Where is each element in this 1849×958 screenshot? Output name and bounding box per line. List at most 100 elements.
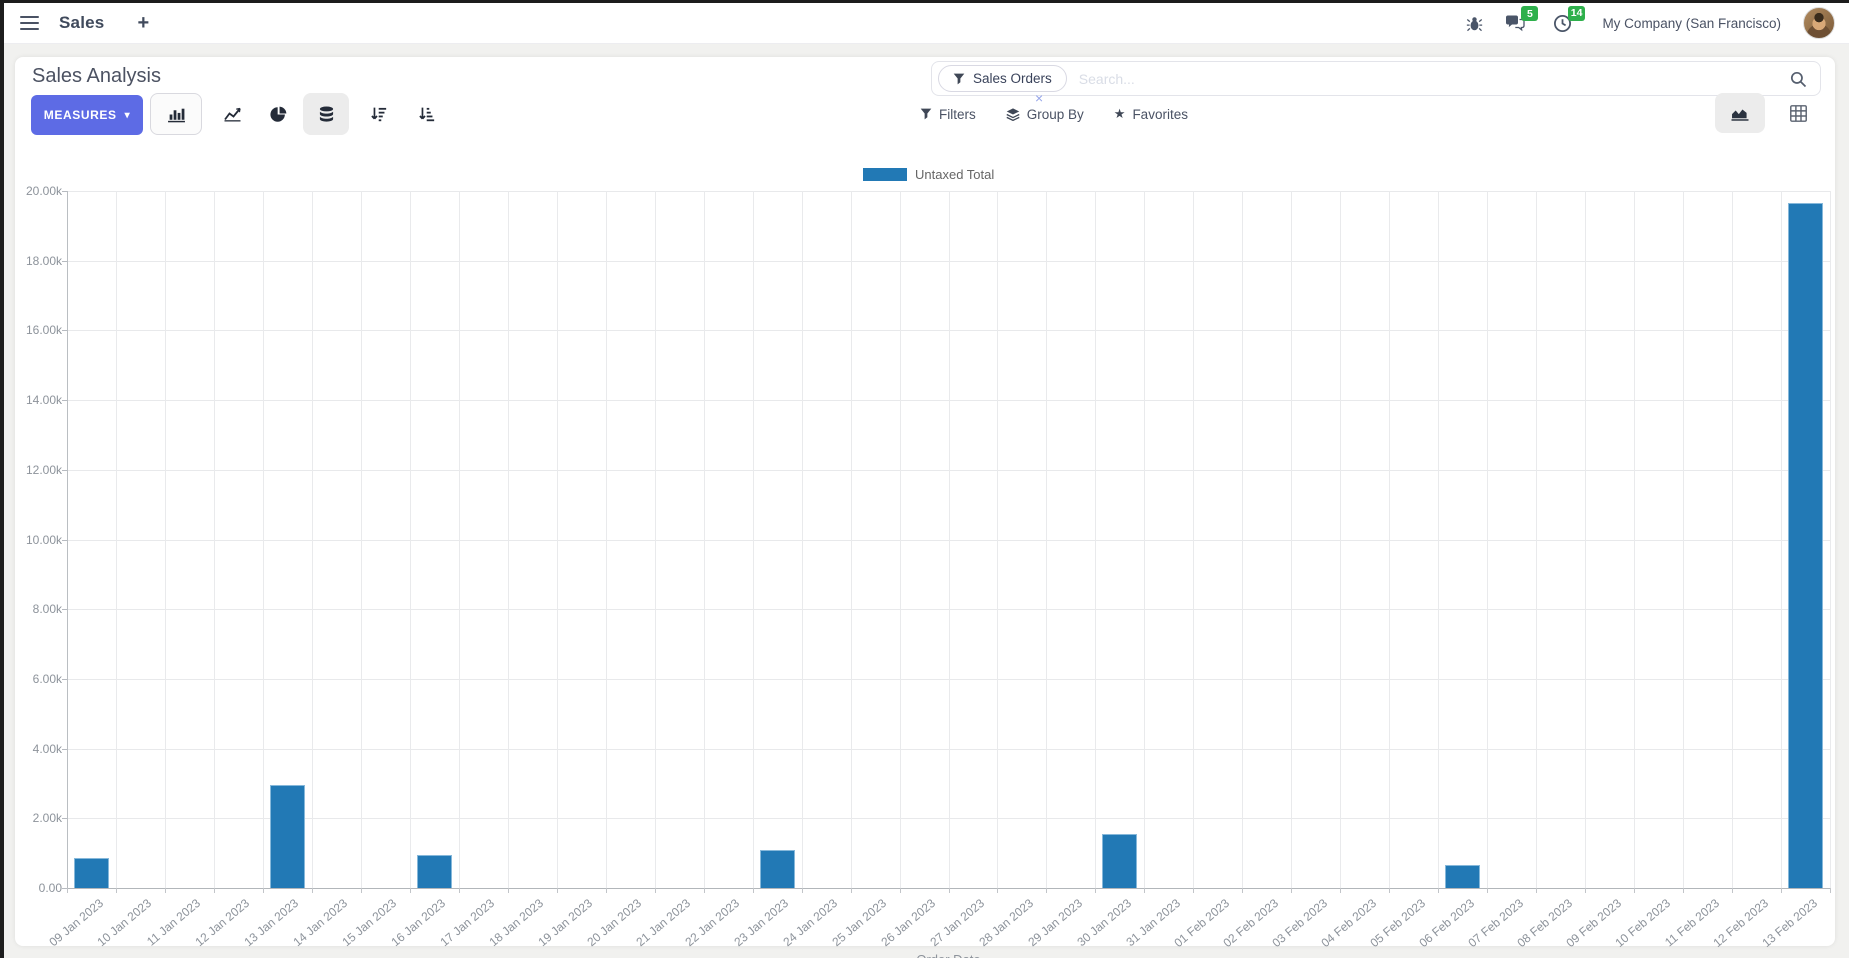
legend-swatch [863,168,907,181]
x-tick-mark [507,888,509,893]
x-tick-mark [556,888,558,893]
y-tick-label: 12.00k [25,462,62,477]
filters-menu-button[interactable]: Filters [920,107,976,122]
gridline-v [507,191,509,888]
y-tick-label: 14.00k [25,393,62,408]
gridline-v [311,191,313,888]
sort-ascending-button[interactable] [403,93,449,135]
x-tick-mark [213,888,215,893]
gridline-v [1830,191,1831,888]
company-switcher[interactable]: My Company (San Francisco) [1602,15,1781,31]
search-icon[interactable] [1790,71,1807,93]
measures-button[interactable]: MEASURES ▾ [31,95,143,135]
x-tick-mark [997,888,999,893]
y-tick-mark [62,400,67,402]
window-top-edge [0,0,1849,3]
search-bar[interactable]: Sales Orders Search... × [931,61,1821,105]
y-tick-mark [62,748,67,750]
bar-06-feb-2023[interactable] [1445,864,1481,888]
group-by-menu-button[interactable]: Group By [1006,107,1084,122]
x-tick-mark [164,888,166,893]
window-left-edge [0,0,4,958]
y-tick-label: 8.00k [32,602,62,617]
line-chart-icon [223,107,241,122]
bar-09-jan-2023[interactable] [73,858,109,888]
y-tick-mark [62,818,67,820]
favorites-label: Favorites [1132,106,1188,122]
activities-clock-icon[interactable]: 14 [1553,5,1586,33]
y-tick-label: 4.00k [32,741,62,756]
gridline-v [262,191,264,888]
bar-30-jan-2023[interactable] [1102,833,1138,888]
x-tick-mark [850,888,852,893]
y-tick-mark [62,888,67,889]
favorites-menu-button[interactable]: ★ Favorites [1114,106,1188,122]
bar-16-jan-2023[interactable] [416,854,452,888]
x-tick-mark [1536,888,1538,893]
x-tick-mark [1340,888,1342,893]
y-tick-mark [62,191,67,192]
bar-13-feb-2023[interactable] [1788,203,1823,888]
gridline-v [899,191,901,888]
gridline-v [1781,191,1783,888]
bar-chart-icon [167,108,185,122]
x-tick-mark [752,888,754,893]
search-facet-label: Sales Orders [973,71,1052,86]
messages-icon[interactable]: 5 [1505,6,1539,32]
measures-label: MEASURES [43,108,117,122]
y-tick-label: 0.00 [38,881,62,895]
plus-icon[interactable]: + [137,11,150,34]
sort-desc-icon [370,107,386,121]
caret-down-icon: ▾ [124,109,131,121]
star-icon: ★ [1113,106,1126,121]
user-avatar[interactable] [1803,7,1835,39]
menu-icon[interactable] [20,15,39,31]
bar-13-jan-2023[interactable] [269,785,305,888]
gridline-v [556,191,558,888]
gridline-v [67,191,68,888]
filter-funnel-icon [953,73,965,84]
gridline-v [1634,191,1636,888]
x-tick-mark [1830,888,1831,893]
y-tick-label: 10.00k [25,532,62,547]
x-tick-mark [1732,888,1734,893]
debug-bug-icon[interactable] [1466,15,1483,32]
x-tick-mark [1438,888,1440,893]
y-tick-mark [62,539,67,541]
gridline-v [1242,191,1244,888]
search-menus: Filters Group By ★ Favorites [920,93,1188,135]
legend-label: Untaxed Total [915,167,995,182]
gridline-v [948,191,950,888]
search-facet-sales-orders[interactable]: Sales Orders [938,65,1067,92]
pivot-view-button[interactable] [1773,93,1823,133]
sort-descending-button[interactable] [355,93,401,135]
graph-view-button[interactable] [1715,93,1765,133]
x-tick-mark [1291,888,1293,893]
page-title: Sales Analysis [32,65,161,87]
x-tick-mark [409,888,411,893]
x-tick-mark [1487,888,1489,893]
chart-legend[interactable]: Untaxed Total [863,167,994,182]
x-tick-mark [1683,888,1685,893]
bar-23-jan-2023[interactable] [759,850,795,888]
top-navbar: Sales + 5 14 [0,3,1849,44]
pie-chart-icon [269,106,286,122]
y-tick-label: 2.00k [32,811,62,826]
app-name-sales[interactable]: Sales [59,13,105,32]
gridline-v [605,191,607,888]
facet-close-icon[interactable]: × [1035,90,1044,106]
pie-chart-view-button[interactable] [255,93,301,135]
x-axis-title: Order Date [67,952,1830,958]
gridline-v [1438,191,1440,888]
gridline-v [458,191,460,888]
gridline-v [409,191,411,888]
stacked-toggle-button[interactable] [303,93,349,135]
x-tick-mark [262,888,264,893]
line-chart-view-button[interactable] [209,93,255,135]
x-tick-mark [1046,888,1048,893]
filters-label: Filters [939,106,976,122]
activities-badge: 14 [1567,5,1586,21]
y-tick-mark [62,469,67,471]
bar-chart-view-button[interactable] [150,93,202,135]
